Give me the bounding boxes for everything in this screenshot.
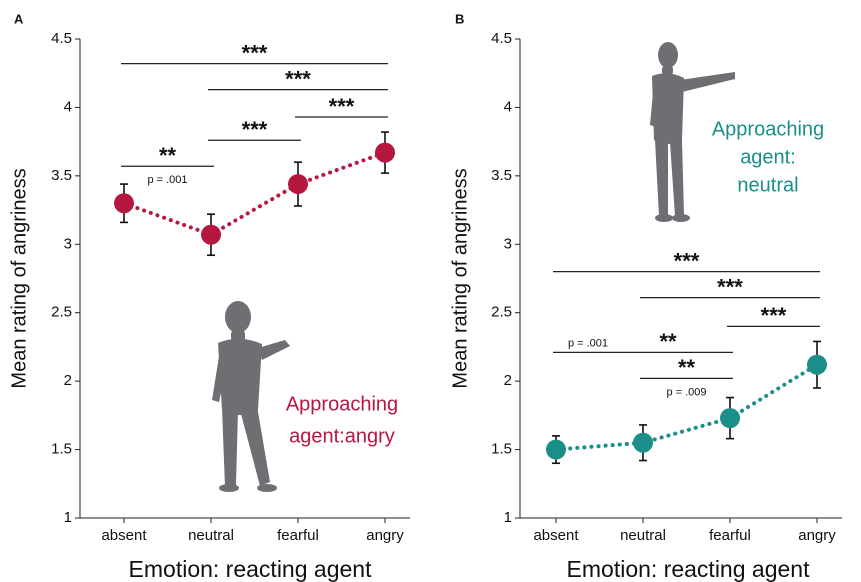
y-tick-label: 1.5 xyxy=(51,441,72,458)
x-tick-label: neutral xyxy=(188,527,234,544)
data-point xyxy=(288,174,308,194)
annotation: Approaching xyxy=(712,118,824,140)
significance-stars: *** xyxy=(285,66,311,91)
y-tick-label: 4.5 xyxy=(491,30,512,47)
significance-stars: *** xyxy=(242,117,268,142)
annotation: agent: xyxy=(740,146,796,168)
p-value-note: p = .009 xyxy=(666,386,706,398)
data-point xyxy=(546,440,566,460)
y-tick-label: 1 xyxy=(64,509,72,526)
significance-stars: ** xyxy=(659,329,677,354)
figure-angry-agent xyxy=(212,301,290,492)
data-point xyxy=(375,143,395,163)
y-tick-label: 3.5 xyxy=(491,167,512,184)
data-point xyxy=(720,408,740,428)
data-point xyxy=(807,355,827,375)
y-tick-label: 3 xyxy=(504,235,512,252)
annotation: neutral xyxy=(737,174,798,196)
significance-stars: ** xyxy=(159,143,177,168)
significance-stars: *** xyxy=(674,248,700,273)
figure: A 1 1.5 2 2.5 3 3.5 4 4.5 absent neutral fearful ang… xyxy=(0,0,861,582)
significance-stars: *** xyxy=(329,94,355,119)
significance-stars: ** xyxy=(678,355,696,380)
significance-stars: *** xyxy=(761,303,787,328)
p-value-note: p = .001 xyxy=(147,174,187,186)
y-tick-label: 1.5 xyxy=(491,441,512,458)
x-tick-label: fearful xyxy=(277,527,319,544)
p-value-note: p = .001 xyxy=(568,337,608,349)
y-tick-label: 2.5 xyxy=(491,304,512,321)
y-axis-label: Mean rating of angriness xyxy=(449,168,471,388)
y-tick-label: 2 xyxy=(64,372,72,389)
x-tick-label: absent xyxy=(101,527,147,544)
annotation: Approaching xyxy=(286,393,398,415)
x-axis-label: Emotion: reacting agent xyxy=(129,556,373,582)
y-tick-label: 4 xyxy=(64,98,72,115)
y-tick-label: 3.5 xyxy=(51,167,72,184)
y-tick-label: 4 xyxy=(504,98,512,115)
panel-label: A xyxy=(14,11,24,26)
y-tick-label: 2.5 xyxy=(51,304,72,321)
x-tick-label: neutral xyxy=(620,527,666,544)
y-tick-label: 2 xyxy=(504,372,512,389)
x-tick-label: angry xyxy=(798,527,836,544)
data-point xyxy=(201,225,221,245)
x-tick-label: angry xyxy=(366,527,404,544)
annotation: agent:angry xyxy=(289,425,395,447)
y-tick-label: 1 xyxy=(504,509,512,526)
y-tick-label: 3 xyxy=(64,235,72,252)
panel-label: B xyxy=(455,11,464,26)
data-point xyxy=(633,433,653,453)
significance-stars: *** xyxy=(717,274,743,299)
x-tick-label: fearful xyxy=(709,527,751,544)
data-point xyxy=(114,193,134,213)
y-tick-label: 4.5 xyxy=(51,30,72,47)
significance-stars: *** xyxy=(242,40,268,65)
page: A 1 1.5 2 2.5 3 3.5 4 4.5 absent neutral fearful ang… xyxy=(0,0,861,582)
y-axis-label: Mean rating of angriness xyxy=(8,168,30,388)
x-tick-label: absent xyxy=(533,527,579,544)
x-axis-label: Emotion: reacting agent xyxy=(567,556,811,582)
